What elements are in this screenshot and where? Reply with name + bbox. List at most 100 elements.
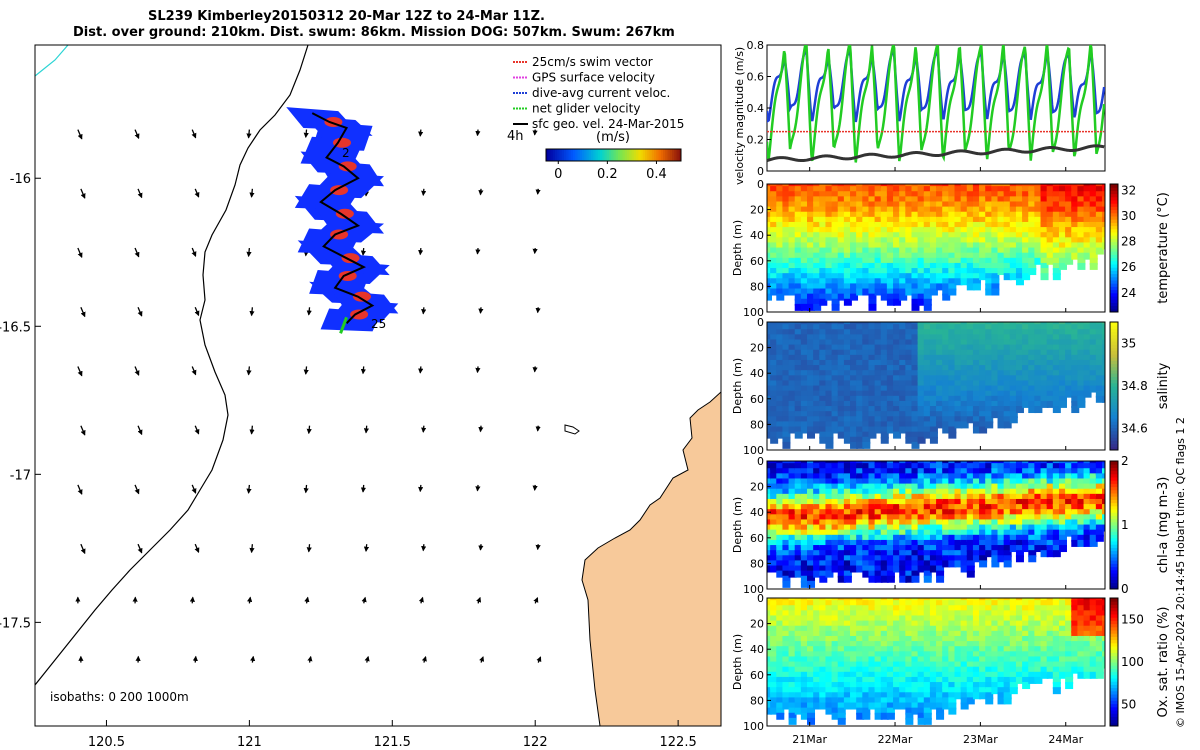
section-cell (874, 712, 883, 720)
section-cell (874, 661, 883, 669)
section-cell (831, 712, 840, 720)
section-cell (905, 473, 914, 481)
legend-entry: 25cm/s swim vector (513, 55, 653, 69)
section-cell (972, 625, 981, 633)
section-cell (923, 610, 932, 618)
section-cell (794, 509, 803, 517)
section-cell (1034, 211, 1043, 219)
section-cell (985, 461, 994, 465)
section-cell (1040, 529, 1049, 537)
section-cell (767, 651, 772, 659)
section-cell (850, 488, 859, 496)
section-cell (862, 463, 871, 471)
section-cell (862, 431, 871, 439)
section-cell (942, 365, 951, 373)
section-cell (880, 436, 889, 444)
section-cell (1022, 211, 1031, 219)
section-cell (1034, 400, 1043, 408)
section-cell (1009, 339, 1018, 347)
section-cell (874, 524, 883, 532)
section-cell (923, 509, 932, 517)
section-cell (831, 615, 840, 623)
section-cell (905, 498, 914, 506)
section-cell (1071, 493, 1080, 501)
section-cell (874, 411, 883, 419)
section-cell (1022, 478, 1031, 486)
section-cell (1052, 461, 1061, 465)
section-cell (979, 349, 988, 357)
section-cell (837, 344, 846, 352)
section-cell (1040, 349, 1049, 357)
section-cell (917, 184, 926, 188)
section-colorbar-cell (1110, 338, 1118, 342)
section-cell (911, 555, 920, 563)
section-cell (936, 211, 945, 219)
section-cell (837, 570, 846, 578)
section-cell (1034, 380, 1043, 388)
section-cell (782, 268, 791, 276)
colorbar-cell (640, 149, 644, 161)
section-cell (800, 534, 809, 542)
section-cell (954, 550, 963, 558)
section-cell (893, 697, 902, 705)
section-cell (985, 539, 994, 547)
section-cell (905, 468, 914, 476)
section-cell (843, 598, 852, 602)
section-cell (979, 400, 988, 408)
section-cell (880, 237, 889, 245)
section-cell (917, 687, 926, 695)
section-cell (985, 529, 994, 537)
section-cell (972, 211, 981, 219)
section-cell (831, 406, 840, 414)
section-cell (794, 268, 803, 276)
section-cell (985, 421, 994, 429)
colorbar-cell (633, 149, 637, 161)
section-cell (899, 191, 908, 199)
section-cell (948, 514, 957, 522)
section-cell (905, 493, 914, 501)
section-cell (1058, 461, 1067, 465)
section-cell (813, 473, 822, 481)
section-cell (767, 555, 772, 563)
section-cell (807, 560, 816, 568)
section-cell (1071, 514, 1080, 522)
section-cell (886, 242, 895, 250)
section-cell (942, 682, 951, 690)
section-cell (807, 524, 816, 532)
section-cell (954, 206, 963, 214)
section-cell (767, 707, 772, 715)
section-cell (1052, 514, 1061, 522)
section-cell (856, 206, 865, 214)
section-cell (911, 288, 920, 296)
section-cell (1015, 216, 1024, 224)
section-cell (893, 555, 902, 563)
section-cell (868, 431, 877, 439)
section-cell (862, 211, 871, 219)
section-cell (1034, 545, 1043, 553)
section-cell (899, 416, 908, 424)
section-cell (782, 380, 791, 388)
section-cell (770, 416, 779, 424)
section-cell (767, 293, 772, 301)
section-cell (807, 184, 816, 188)
section-cell (911, 411, 920, 419)
section-cell (1015, 242, 1024, 250)
section-cell (979, 483, 988, 491)
section-cell (1003, 322, 1012, 326)
section-cell (1089, 483, 1098, 491)
section-cell (1015, 221, 1024, 229)
section-cell (1071, 385, 1080, 393)
section-cell (886, 184, 895, 188)
section-cell (843, 339, 852, 347)
section-cell (807, 620, 816, 628)
section-cell (991, 375, 1000, 383)
section-cell (997, 697, 1006, 705)
section-cell (794, 370, 803, 378)
section-colorbar-cell (1110, 537, 1118, 542)
section-cell (782, 406, 791, 414)
section-cell (819, 252, 828, 260)
section-cell (1065, 216, 1074, 224)
section-cell (1071, 375, 1080, 383)
section-cell (776, 395, 785, 403)
section-cell (1015, 273, 1024, 281)
